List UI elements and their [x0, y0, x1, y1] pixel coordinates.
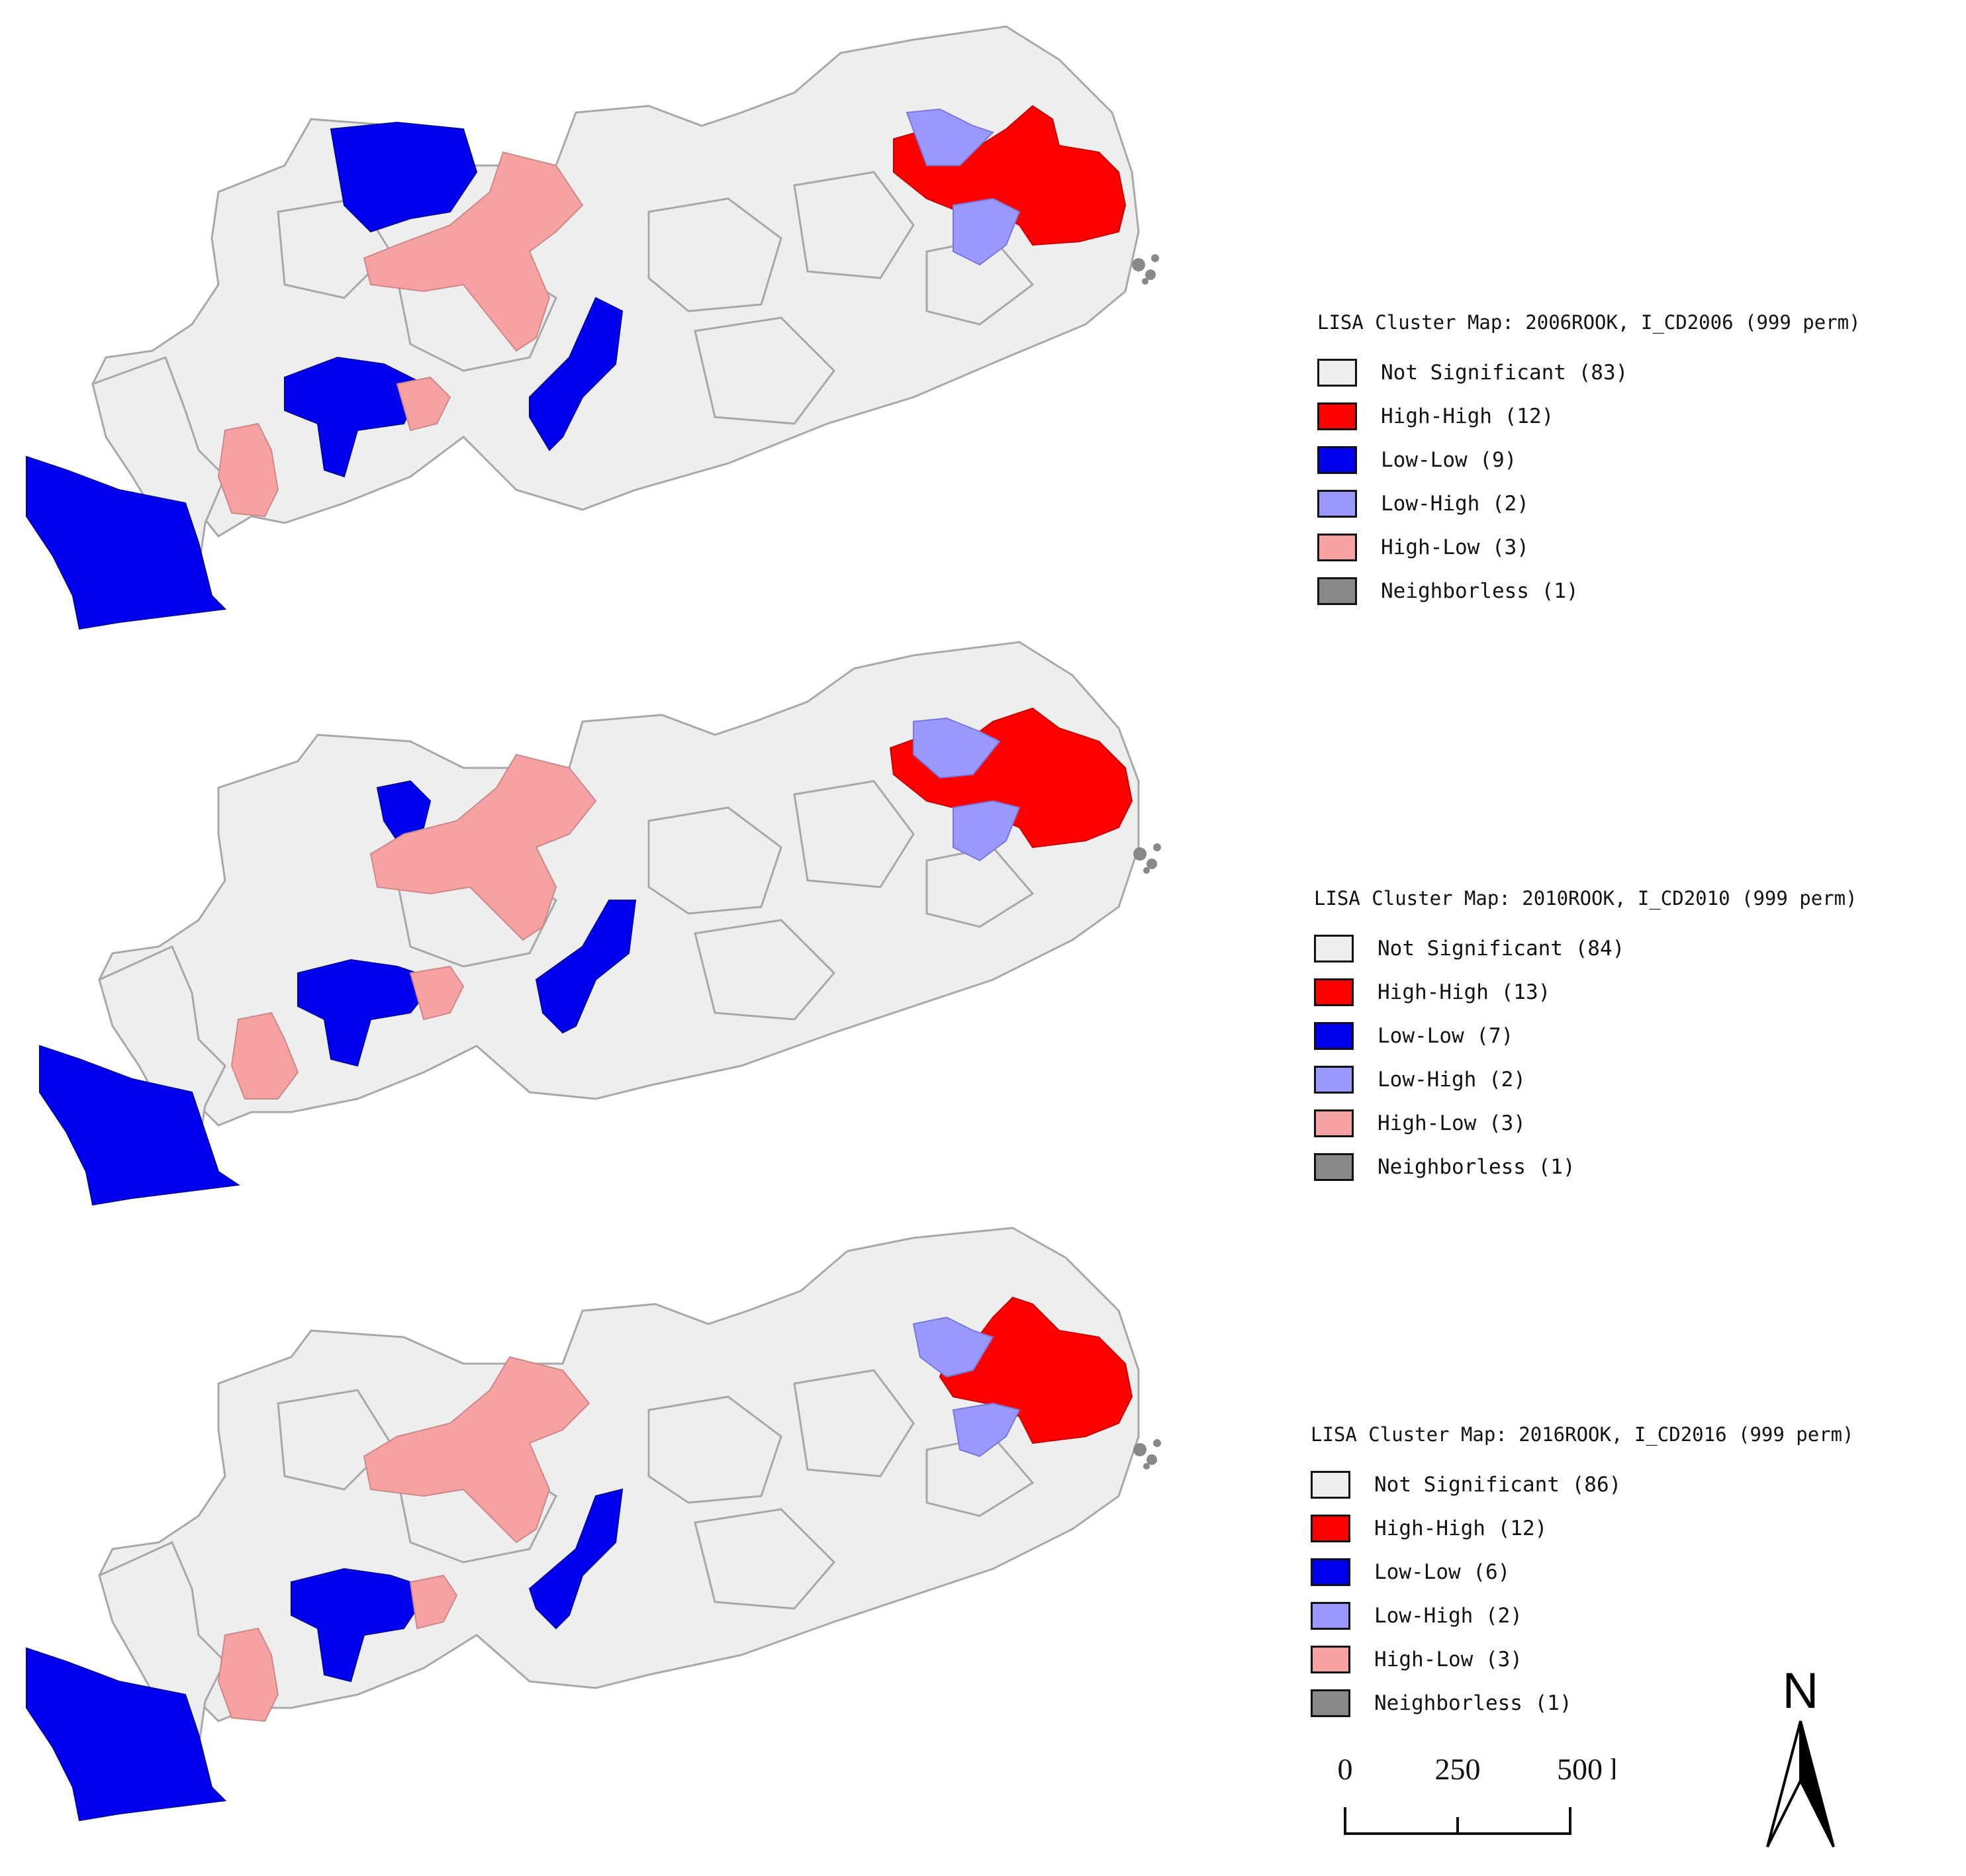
- legend-item-low-low: Low-Low (9): [1317, 438, 1861, 482]
- legend-label: Low-High (2): [1374, 1604, 1522, 1628]
- legend-item-high-high: High-High (13): [1314, 970, 1857, 1014]
- legend-label: High-Low (3): [1374, 1648, 1522, 1671]
- swatch-low-high: [1311, 1602, 1350, 1630]
- neighborless-islands: [1132, 254, 1159, 285]
- legend-label: Low-Low (7): [1378, 1024, 1514, 1048]
- legend-label: High-Low (3): [1378, 1111, 1526, 1135]
- legend-title: LISA Cluster Map: 2006ROOK, I_CD2006 (99…: [1317, 311, 1861, 334]
- legend-label: Neighborless (1): [1381, 579, 1579, 603]
- legend-label: Neighborless (1): [1378, 1155, 1575, 1179]
- legend-2016: LISA Cluster Map: 2016ROOK, I_CD2016 (99…: [1311, 1423, 1854, 1725]
- legend-item-low-low: Low-Low (6): [1311, 1550, 1854, 1594]
- swatch-high-high: [1311, 1515, 1350, 1542]
- legend-item-neighborless: Neighborless (1): [1311, 1681, 1854, 1725]
- neighborless-islands: [1133, 843, 1161, 874]
- legend-2010: LISA Cluster Map: 2010ROOK, I_CD2010 (99…: [1314, 887, 1857, 1189]
- swatch-low-low: [1314, 1022, 1354, 1050]
- scale-tick-500: 500 km: [1557, 1752, 1615, 1786]
- low-low-regions: [26, 121, 624, 630]
- swatch-high-low: [1311, 1646, 1350, 1673]
- legend-label: High-Low (3): [1381, 536, 1529, 559]
- legend-label: Low-High (2): [1378, 1068, 1526, 1092]
- scale-tick-0: 0: [1338, 1752, 1353, 1786]
- low-high-regions: [912, 1316, 1021, 1458]
- legend-label: High-High (12): [1374, 1517, 1548, 1540]
- legend-item-neighborless: Neighborless (1): [1317, 569, 1861, 613]
- high-low-regions: [217, 1356, 590, 1722]
- legend-item-low-high: Low-High (2): [1317, 482, 1861, 526]
- north-arrow-icon: N: [1766, 1663, 1835, 1848]
- legend-title: LISA Cluster Map: 2010ROOK, I_CD2010 (99…: [1314, 887, 1857, 910]
- legend-item-high-low: High-Low (3): [1314, 1102, 1857, 1145]
- low-high-regions: [906, 108, 1021, 266]
- swatch-neighborless: [1317, 577, 1357, 605]
- legend-label: Not Significant (86): [1374, 1473, 1622, 1497]
- legend-item-not-significant: Not Significant (84): [1314, 927, 1857, 970]
- legend-item-high-high: High-High (12): [1317, 395, 1861, 438]
- swatch-neighborless: [1314, 1153, 1354, 1181]
- low-low-regions: [39, 780, 637, 1206]
- scale-bar: 0 250 500 km: [1338, 1752, 1615, 1835]
- legend-item-high-low: High-Low (3): [1311, 1638, 1854, 1681]
- legend-item-low-high: Low-High (2): [1314, 1058, 1857, 1102]
- swatch-low-low: [1317, 446, 1357, 474]
- scale-tick-250: 250: [1435, 1752, 1481, 1786]
- swatch-low-low: [1311, 1558, 1350, 1586]
- region-southwest-strip: [91, 356, 226, 572]
- swatch-not-significant: [1311, 1471, 1350, 1499]
- legend-item-high-high: High-High (12): [1311, 1507, 1854, 1550]
- swatch-high-low: [1317, 534, 1357, 561]
- swatch-low-high: [1314, 1066, 1354, 1094]
- legend-item-not-significant: Not Significant (83): [1317, 351, 1861, 395]
- map-panel-2010: [0, 635, 1258, 1218]
- legend-item-not-significant: Not Significant (86): [1311, 1463, 1854, 1507]
- legend-label: Low-Low (6): [1374, 1560, 1511, 1584]
- low-low-regions: [26, 1488, 624, 1822]
- legend-label: Not Significant (83): [1381, 361, 1628, 385]
- lisa-map-2010: [39, 641, 1161, 1206]
- swatch-high-low: [1314, 1109, 1354, 1137]
- high-low-regions: [217, 151, 584, 518]
- lisa-map-2006: [26, 25, 1159, 630]
- legend-item-high-low: High-Low (3): [1317, 526, 1861, 569]
- legend-label: Low-Low (9): [1381, 448, 1517, 472]
- legend-label: High-High (12): [1381, 404, 1554, 428]
- swatch-low-high: [1317, 490, 1357, 518]
- legend-label: Not Significant (84): [1378, 937, 1625, 961]
- swatch-not-significant: [1317, 359, 1357, 387]
- north-label: N: [1783, 1663, 1819, 1719]
- legend-label: Neighborless (1): [1374, 1691, 1572, 1715]
- legend-item-low-low: Low-Low (7): [1314, 1014, 1857, 1058]
- map-panel-2016: [0, 1218, 1258, 1840]
- legend-item-neighborless: Neighborless (1): [1314, 1145, 1857, 1189]
- low-high-regions: [913, 717, 1021, 862]
- legend-label: Low-High (2): [1381, 492, 1529, 516]
- swatch-neighborless: [1311, 1689, 1350, 1717]
- lisa-map-2016: [26, 1227, 1161, 1822]
- swatch-high-high: [1314, 978, 1354, 1006]
- high-low-regions: [230, 753, 597, 1100]
- legend-title: LISA Cluster Map: 2016ROOK, I_CD2016 (99…: [1311, 1423, 1854, 1446]
- legend-item-low-high: Low-High (2): [1311, 1594, 1854, 1638]
- map-panel-2006: [0, 13, 1258, 635]
- swatch-not-significant: [1314, 935, 1354, 962]
- high-high-cluster: [939, 1296, 1133, 1444]
- swatch-high-high: [1317, 402, 1357, 430]
- neighborless-islands: [1133, 1439, 1161, 1470]
- legend-2006: LISA Cluster Map: 2006ROOK, I_CD2006 (99…: [1317, 311, 1861, 613]
- legend-label: High-High (13): [1378, 980, 1551, 1004]
